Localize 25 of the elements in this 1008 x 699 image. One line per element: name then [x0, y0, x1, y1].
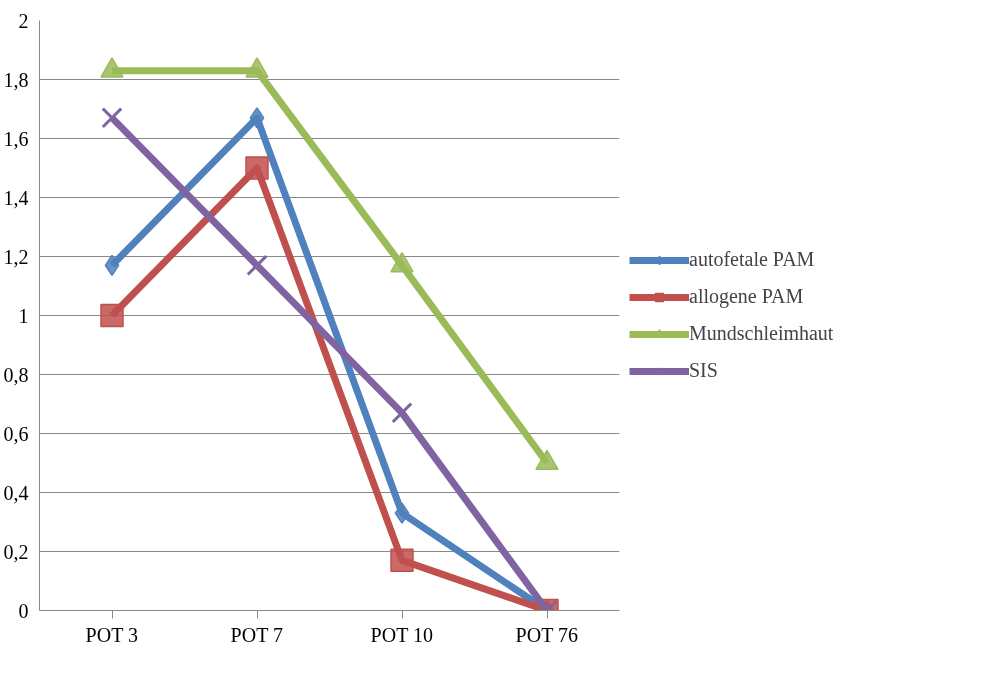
point: [245, 156, 269, 180]
y-tick-label: 1,2: [3, 245, 29, 268]
x-tick-label: POT 7: [230, 623, 284, 646]
legend-label: allogene PAM: [689, 285, 804, 308]
y-tick-label: 0: [18, 599, 29, 622]
y-tick-label: 1,8: [3, 68, 29, 91]
y-tick-label: 2: [18, 9, 29, 32]
y-tick-label: 1: [18, 304, 29, 327]
y-tick-label: 0,2: [3, 540, 29, 563]
point: [249, 107, 265, 129]
y-tick-label: 0,6: [3, 422, 29, 445]
point: [246, 254, 268, 277]
y-tick-label: 0,8: [3, 363, 29, 386]
point: [101, 107, 123, 129]
x-tick-label: POT 76: [515, 623, 579, 646]
point: [535, 449, 559, 471]
legend-label: Mundschleimhaut: [689, 322, 834, 345]
x-tick-label: POT 3: [85, 623, 139, 646]
x-tick-label: POT 10: [370, 623, 434, 646]
y-tick-label: 1,6: [3, 127, 29, 150]
legend-label: SIS: [689, 359, 718, 382]
y-tick-label: 0,4: [3, 481, 29, 504]
y-tick-label: 1,4: [3, 186, 29, 209]
legend-label: autofetale PAM: [689, 248, 815, 271]
point: [100, 303, 124, 328]
